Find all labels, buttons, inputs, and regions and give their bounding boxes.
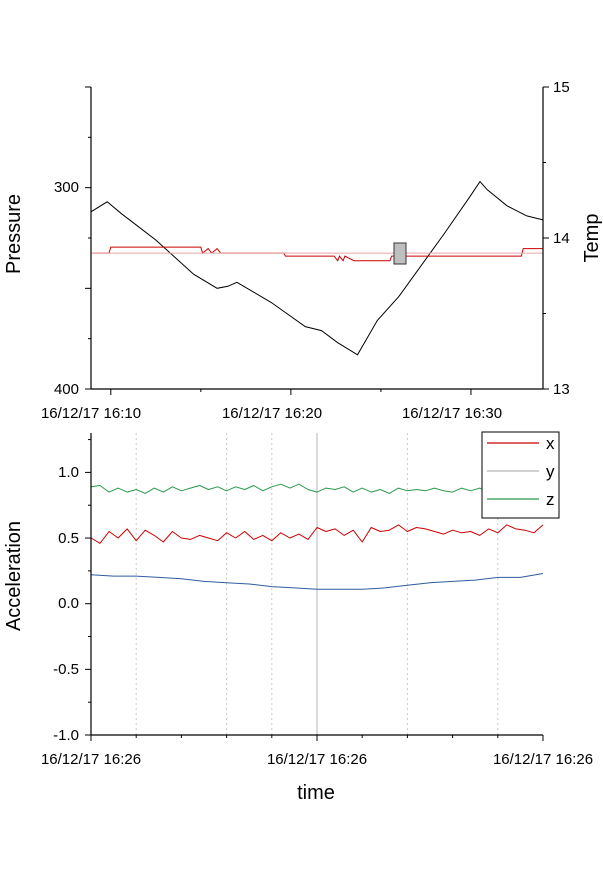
bottom-chart-y-tick-label: 0.5 (58, 530, 79, 547)
top-chart-x-tick-label: 16/12/17 16:30 (402, 405, 502, 422)
legend-label-z: z (546, 490, 555, 509)
bottom-series-line-0 (90, 524, 544, 544)
top-chart-y-tick-label: 400 (54, 381, 79, 398)
top-chart-y2-tick-label: 13 (553, 381, 570, 398)
top-chart-series (90, 180, 544, 356)
bottom-chart-series (90, 483, 544, 590)
top-chart-y2-tick-label: 15 (553, 79, 570, 96)
bottom-chart-x-label: time (297, 782, 335, 804)
top-chart-x-tick-label: 16/12/17 16:10 (41, 405, 141, 422)
top-chart-y2-tick-label: 14 (553, 230, 570, 247)
bottom-series-line-3 (90, 573, 544, 590)
top-series-line-0 (90, 180, 544, 356)
bottom-chart-y-tick-label: -0.5 (53, 661, 79, 678)
bottom-chart-x-tick-label: 16/12/17 16:26 (41, 751, 141, 768)
legend-label-x: x (546, 434, 555, 453)
bottom-series-line-2 (90, 483, 544, 494)
top-chart-x-tick-label: 16/12/17 16:20 (222, 405, 322, 422)
legend-label-y: y (546, 462, 555, 481)
top-series-line-1 (92, 246, 543, 262)
bottom-chart-gridlines (135, 433, 499, 735)
top-chart-y-label: Pressure (3, 194, 25, 274)
bottom-chart-x-tick-label: 16/12/17 16:26 (493, 751, 593, 768)
scroll-thumb[interactable] (393, 242, 407, 265)
top-chart-y-tick-label: 300 (54, 179, 79, 196)
bottom-chart-y-tick-label: -1.0 (53, 727, 79, 744)
bottom-chart-y-label: Acceleration (3, 521, 25, 631)
bottom-chart-y-tick-label: 1.0 (58, 464, 79, 481)
bottom-chart-x-tick-label: 16/12/17 16:26 (267, 751, 367, 768)
top-chart-ticks (85, 86, 549, 395)
legend: x y z (481, 431, 560, 519)
legend-box (481, 431, 560, 519)
bottom-chart-ticks (85, 439, 544, 741)
top-chart-y2-label: Temp (581, 214, 603, 263)
bottom-chart-y-tick-label: 0.0 (58, 595, 79, 612)
